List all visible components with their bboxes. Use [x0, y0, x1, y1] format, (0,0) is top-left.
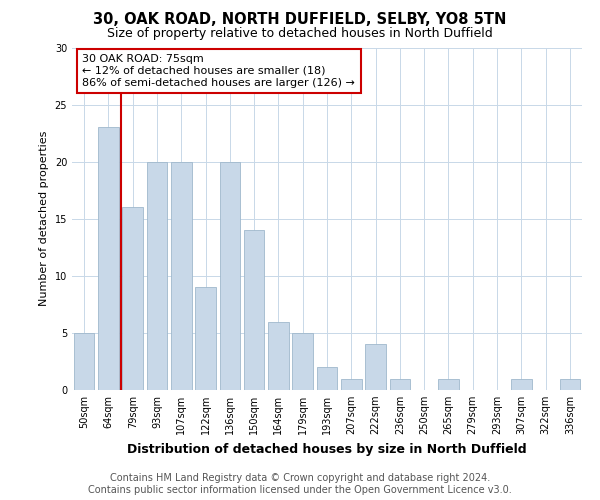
Bar [220, 162, 240, 390]
Bar [341, 378, 362, 390]
Y-axis label: Number of detached properties: Number of detached properties [39, 131, 49, 306]
Bar [389, 378, 410, 390]
Bar [268, 322, 289, 390]
Bar [146, 162, 167, 390]
Bar [317, 367, 337, 390]
Text: Contains HM Land Registry data © Crown copyright and database right 2024.
Contai: Contains HM Land Registry data © Crown c… [88, 474, 512, 495]
Bar [122, 208, 143, 390]
Bar [365, 344, 386, 390]
Text: 30 OAK ROAD: 75sqm
← 12% of detached houses are smaller (18)
86% of semi-detache: 30 OAK ROAD: 75sqm ← 12% of detached hou… [82, 54, 355, 88]
Bar [98, 128, 119, 390]
Text: 30, OAK ROAD, NORTH DUFFIELD, SELBY, YO8 5TN: 30, OAK ROAD, NORTH DUFFIELD, SELBY, YO8… [94, 12, 506, 28]
Text: Size of property relative to detached houses in North Duffield: Size of property relative to detached ho… [107, 28, 493, 40]
Bar [438, 378, 459, 390]
Bar [244, 230, 265, 390]
Bar [292, 333, 313, 390]
Bar [560, 378, 580, 390]
Bar [74, 333, 94, 390]
Bar [511, 378, 532, 390]
Bar [171, 162, 191, 390]
Bar [195, 287, 216, 390]
X-axis label: Distribution of detached houses by size in North Duffield: Distribution of detached houses by size … [127, 442, 527, 456]
